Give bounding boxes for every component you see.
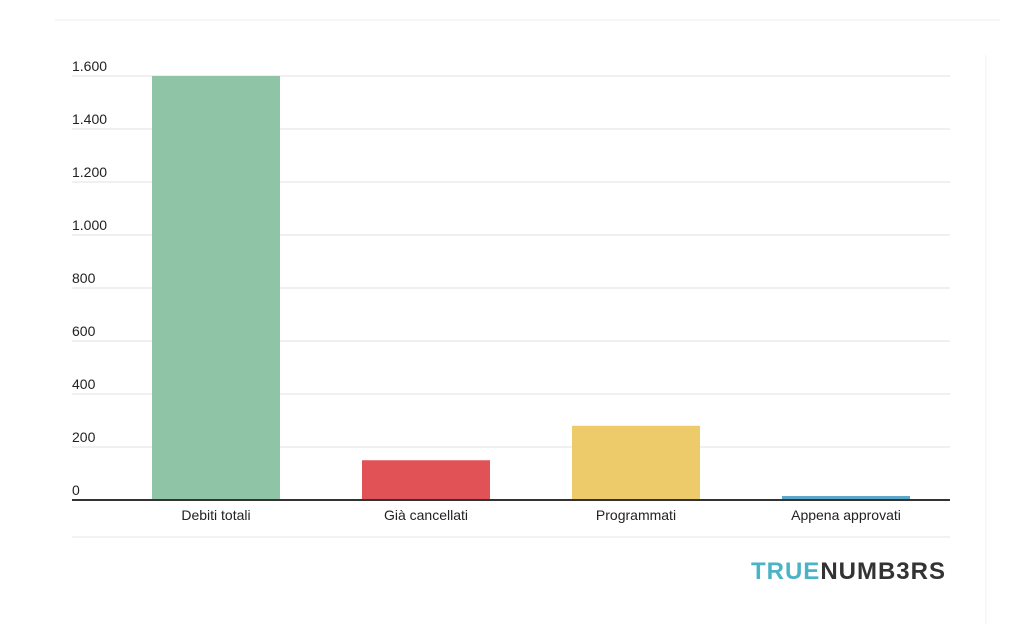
logo-rest: NUMB3RS xyxy=(820,558,946,585)
logo: TRUENUMB3RS xyxy=(751,558,946,585)
y-tick-label: 1.600 xyxy=(72,58,107,74)
y-tick-label: 1.200 xyxy=(72,164,107,180)
x-tick-label: Appena approvati xyxy=(791,507,901,523)
y-tick-label: 600 xyxy=(72,323,96,339)
y-tick-label: 400 xyxy=(72,376,96,392)
y-tick-label: 0 xyxy=(72,482,80,498)
bar xyxy=(782,496,910,500)
bar xyxy=(362,460,490,500)
bar xyxy=(152,76,280,500)
x-tick-label: Già cancellati xyxy=(384,507,468,523)
y-tick-label: 800 xyxy=(72,270,96,286)
x-tick-label: Debiti totali xyxy=(181,507,250,523)
x-tick-label: Programmati xyxy=(596,507,676,523)
bar xyxy=(572,425,700,500)
y-tick-label: 1.000 xyxy=(72,217,107,233)
logo-accent: TRUE xyxy=(751,558,820,585)
y-tick-label: 200 xyxy=(72,429,96,445)
y-tick-label: 1.400 xyxy=(72,111,107,127)
